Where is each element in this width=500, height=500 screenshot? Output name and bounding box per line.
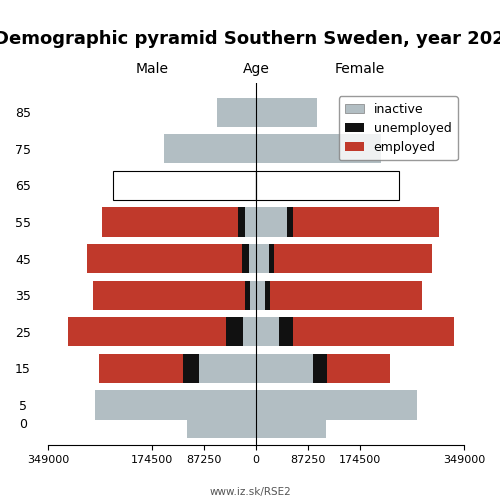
Bar xyxy=(256,408,326,438)
Bar xyxy=(200,354,256,383)
Title: Demographic pyramid Southern Sweden, year 2022: Demographic pyramid Southern Sweden, yea… xyxy=(0,30,500,48)
Bar xyxy=(256,134,381,164)
Bar xyxy=(226,317,243,346)
Bar xyxy=(164,134,256,164)
Bar xyxy=(293,208,439,236)
Bar xyxy=(328,354,390,383)
Bar xyxy=(94,280,245,310)
Bar xyxy=(256,244,269,273)
Bar xyxy=(250,280,256,310)
Bar xyxy=(217,98,256,127)
Bar xyxy=(287,208,293,236)
Bar xyxy=(238,208,245,236)
Text: www.iz.sk/RSE2: www.iz.sk/RSE2 xyxy=(209,487,291,497)
Bar xyxy=(86,244,242,273)
Text: Male: Male xyxy=(136,62,168,76)
Bar xyxy=(68,317,226,346)
Bar xyxy=(95,390,256,420)
Bar xyxy=(270,280,422,310)
Bar xyxy=(256,208,287,236)
Bar xyxy=(256,170,399,200)
Bar xyxy=(312,354,328,383)
Bar xyxy=(269,244,274,273)
Text: Female: Female xyxy=(335,62,385,76)
Bar xyxy=(265,280,270,310)
Text: Age: Age xyxy=(242,62,270,76)
Bar xyxy=(113,170,256,200)
Bar xyxy=(243,317,256,346)
Bar xyxy=(278,317,293,346)
Bar xyxy=(249,244,256,273)
Bar xyxy=(182,354,200,383)
Bar xyxy=(245,208,256,236)
Bar xyxy=(256,354,312,383)
Bar xyxy=(188,408,256,438)
Legend: inactive, unemployed, employed: inactive, unemployed, employed xyxy=(338,96,458,160)
Bar xyxy=(256,280,265,310)
Bar xyxy=(242,244,249,273)
Bar xyxy=(256,98,318,127)
Bar xyxy=(99,354,182,383)
Bar xyxy=(274,244,432,273)
Bar xyxy=(294,317,454,346)
Bar xyxy=(102,208,238,236)
Bar xyxy=(256,317,278,346)
Bar xyxy=(245,280,250,310)
Bar xyxy=(256,390,417,420)
